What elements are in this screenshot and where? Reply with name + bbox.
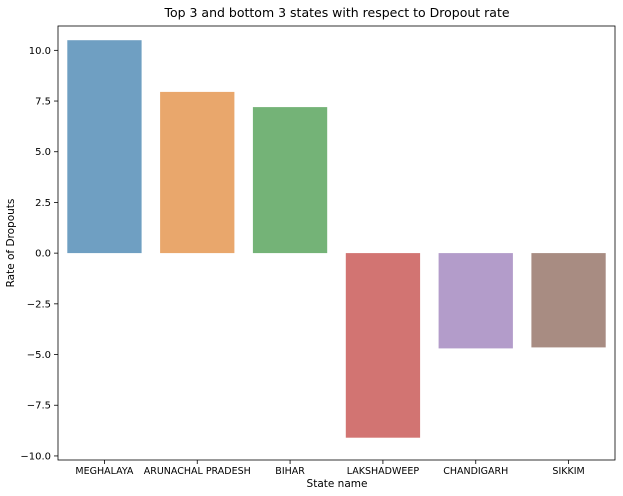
plot-frame [57, 25, 616, 461]
y-tick-label: −10.0 [20, 451, 51, 462]
x-ticks-group: MEGHALAYA ARUNACHAL PRADESH BIHAR LAKSHADWE… [75, 460, 585, 477]
x-tick-label: CHANDIGARH [443, 466, 508, 477]
x-tick-label: SIKKIM [552, 466, 584, 477]
y-tick-label: 7.5 [35, 97, 51, 108]
chart-title: Top 3 and bottom 3 states with respect t… [163, 5, 509, 20]
x-tick-label: ARUNACHAL PRADESH [144, 466, 251, 477]
x-tick-label: BIHAR [275, 466, 305, 477]
y-ticks-group: 10.0 7.5 5.0 2.5 0.0 −2.5 −5.0 −7.5 −10.0 [20, 46, 58, 462]
y-tick-label: −7.5 [27, 401, 51, 412]
x-axis-label: State name [307, 478, 368, 490]
x-tick-label: MEGHALAYA [75, 466, 134, 477]
bars-group [67, 40, 606, 438]
bar-lakshadweep [345, 253, 421, 438]
y-tick-label: −5.0 [27, 350, 51, 361]
bar-bihar [252, 107, 328, 254]
bar-meghalaya [67, 40, 142, 254]
y-tick-label: 2.5 [35, 198, 51, 209]
y-tick-label: 5.0 [35, 147, 51, 158]
bar-chandigarh [438, 253, 513, 349]
y-axis-label: Rate of Dropouts [5, 199, 17, 288]
y-tick-label: 10.0 [29, 46, 51, 57]
y-tick-label: −2.5 [27, 299, 51, 310]
x-tick-label: LAKSHADWEEP [347, 466, 420, 477]
y-tick-label: 0.0 [35, 249, 51, 260]
bar-sikkim [531, 253, 606, 348]
bar-arunachal-pradesh [160, 91, 235, 254]
